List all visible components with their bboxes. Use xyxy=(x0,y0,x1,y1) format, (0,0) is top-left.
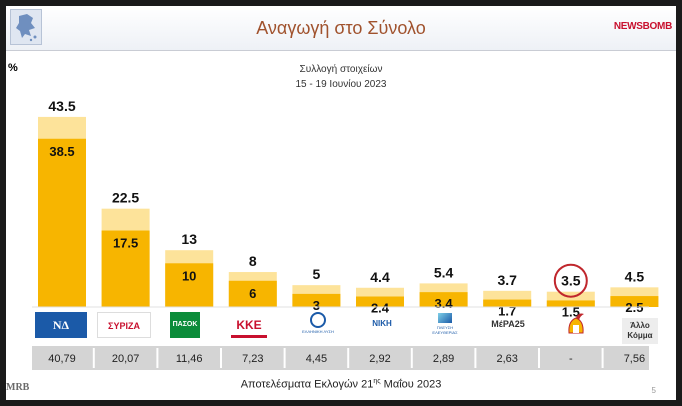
election-result-4: 4,45 xyxy=(306,353,327,365)
slide: Αναγωγή στο Σύνολο NEWSBOMB % Συλλογή στ… xyxy=(6,6,676,400)
y-axis-unit: % xyxy=(8,62,18,74)
election-results-band xyxy=(32,346,649,370)
party-logo-elliniki-lysi: ΕΛΛΗΝΙΚΗ ΛΥΣΗ xyxy=(300,310,336,340)
label-upper-7: 3.7 xyxy=(497,272,517,288)
label-upper-2: 13 xyxy=(181,231,197,247)
bar-lower-8 xyxy=(546,300,595,307)
party-logo-pasok: ΠΑΣΟΚ xyxy=(170,312,200,338)
brand-part-1: NEWS xyxy=(613,21,643,32)
page-number: 5 xyxy=(651,386,656,395)
footer-text-end: Μαΐου 2023 xyxy=(380,378,442,391)
label-lower-5: 2.4 xyxy=(371,301,390,316)
label-lower-6: 3.4 xyxy=(435,296,454,311)
election-result-5: 2,92 xyxy=(369,353,390,365)
party-logo-nd: ΝΔ xyxy=(35,312,87,338)
label-lower-1: 17.5 xyxy=(113,236,138,251)
label-lower-3: 6 xyxy=(249,286,256,301)
election-result-7: 2,63 xyxy=(496,353,517,365)
election-result-8: - xyxy=(569,353,573,365)
label-lower-9: 2.5 xyxy=(625,300,643,315)
bar-chart: 43.5 38.5 40,79 22.5 17.5 20,07 13 10 11,46 8 6 7,2… xyxy=(32,98,659,368)
bar-lower-1 xyxy=(101,230,150,307)
mrb-logo: MRB xyxy=(6,382,30,393)
greece-map-logo-icon xyxy=(10,9,42,45)
party-logo-spartiates-icon xyxy=(564,311,588,339)
party-logo-kke: ΚΚΕ xyxy=(231,312,267,338)
bar-lower-6 xyxy=(419,292,468,307)
elliniki-lysi-emblem-icon xyxy=(310,312,326,328)
election-result-0: 40,79 xyxy=(48,353,76,365)
election-result-9: 7,56 xyxy=(624,353,645,365)
bar-lower-3 xyxy=(228,280,277,307)
label-upper-5: 4.4 xyxy=(370,269,390,285)
newsbomb-logo: NEWSBOMB xyxy=(614,21,672,32)
footer-text-sup: ης xyxy=(373,378,381,385)
election-result-3: 7,23 xyxy=(242,353,263,365)
page-title: Αναγωγή στο Σύνολο xyxy=(256,18,426,38)
footer-text-main: Αποτελέσματα Εκλογών 21 xyxy=(240,378,374,391)
subtitle-line-2: 15 - 19 Ιουνίου 2023 xyxy=(295,79,387,90)
other-party-label: Άλλο Κόμμα xyxy=(622,318,658,344)
label-upper-3: 8 xyxy=(249,253,257,269)
party-logo-mera25: ΜέΡΑ25 xyxy=(491,319,525,329)
bar-lower-4 xyxy=(292,293,341,307)
footer-election-note: Αποτελέσματα Εκλογών 21ης Μαΐου 2023 xyxy=(6,378,676,391)
subtitle-line-1: Συλλογή στοιχείων xyxy=(299,64,383,75)
label-lower-0: 38.5 xyxy=(49,144,74,159)
label-lower-4: 3 xyxy=(313,298,320,313)
party-logo-syriza: ΣΥΡΙΖΑ xyxy=(97,312,151,338)
bar-lower-9 xyxy=(610,296,659,307)
label-upper-8: 3.5 xyxy=(561,273,581,289)
election-result-2: 11,46 xyxy=(176,353,203,365)
label-upper-1: 22.5 xyxy=(112,190,139,206)
election-result-1: 20,07 xyxy=(112,353,140,365)
label-upper-4: 5 xyxy=(313,266,321,282)
label-upper-6: 5.4 xyxy=(434,264,454,280)
brand-part-2: BOMB xyxy=(642,21,673,32)
plefsi-emblem-icon xyxy=(438,313,452,323)
bar-lower-0 xyxy=(38,138,86,307)
label-lower-8: 1.5 xyxy=(562,304,580,319)
label-upper-9: 4.5 xyxy=(625,268,645,284)
party-logo-niki: ΝΙΚΗ xyxy=(372,319,392,328)
highlight-circle xyxy=(553,263,588,298)
slide-header: Αναγωγή στο Σύνολο NEWSBOMB xyxy=(6,6,676,51)
label-upper-0: 43.5 xyxy=(48,98,75,114)
party-logo-plefsi: ΠΛΕΥΣΗ ΕΛΕΥΘΕΡΙΑΣ xyxy=(430,311,460,339)
bar-lower-7 xyxy=(483,299,532,307)
label-lower-2: 10 xyxy=(182,268,196,283)
bar-lower-2 xyxy=(165,263,214,307)
election-result-6: 2,89 xyxy=(433,353,454,365)
bar-lower-5 xyxy=(356,296,404,307)
